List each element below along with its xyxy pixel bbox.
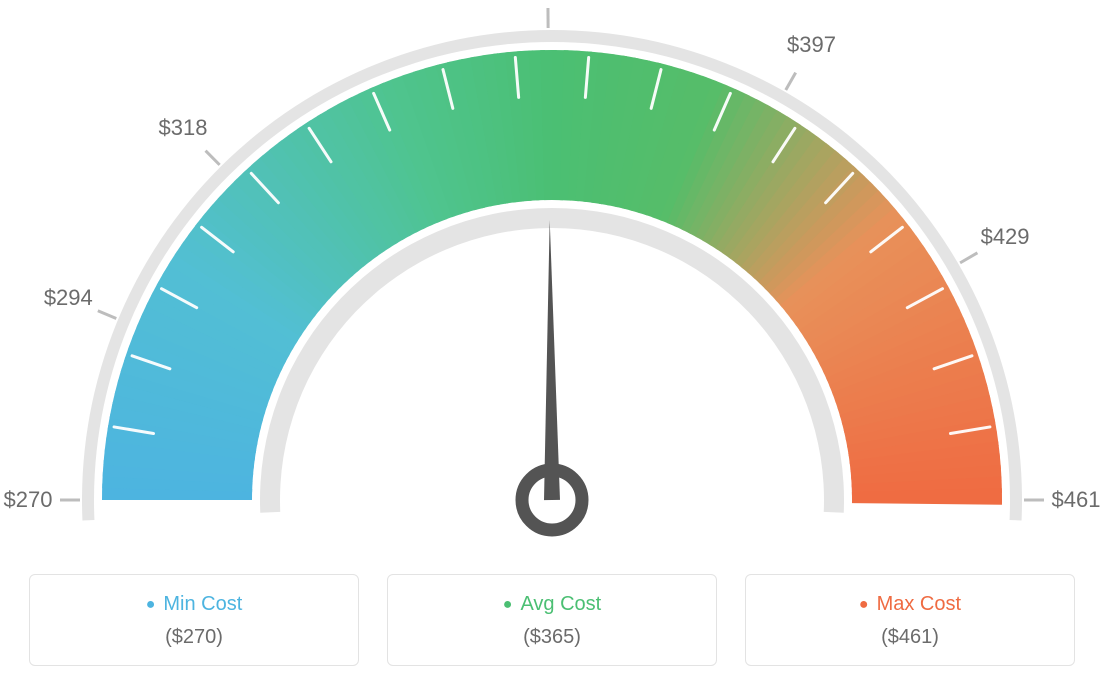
gauge-svg — [0, 0, 1104, 560]
legend-max-label: Max Cost — [758, 593, 1062, 616]
legend-card-max: Max Cost ($461) — [745, 574, 1075, 666]
gauge-tick-label: $318 — [159, 115, 208, 141]
legend-min-value: ($270) — [42, 626, 346, 649]
gauge-chart: $270$294$318$365$397$429$461 — [0, 0, 1104, 560]
gauge-tick-label: $461 — [1052, 487, 1101, 513]
gauge-tick-label: $270 — [4, 487, 53, 513]
gauge-tick-label: $294 — [44, 285, 93, 311]
legend-card-min: Min Cost ($270) — [29, 574, 359, 666]
legend-avg-label: Avg Cost — [400, 593, 704, 616]
legend-min-label: Min Cost — [42, 593, 346, 616]
gauge-tick-label: $429 — [981, 224, 1030, 250]
gauge-tick-label: $397 — [787, 32, 836, 58]
legend-card-avg: Avg Cost ($365) — [387, 574, 717, 666]
legend-avg-value: ($365) — [400, 626, 704, 649]
legend-row: Min Cost ($270) Avg Cost ($365) Max Cost… — [0, 574, 1104, 666]
legend-max-value: ($461) — [758, 626, 1062, 649]
